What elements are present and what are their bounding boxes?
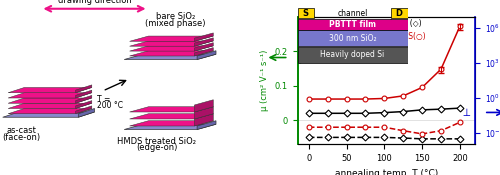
- Y-axis label: μ (cm² V⁻¹ s⁻¹): μ (cm² V⁻¹ s⁻¹): [260, 50, 269, 111]
- Polygon shape: [194, 33, 214, 41]
- Text: as-cast: as-cast: [6, 126, 36, 135]
- Polygon shape: [124, 54, 216, 60]
- Text: HMDS(○): HMDS(○): [390, 32, 426, 41]
- Polygon shape: [130, 51, 214, 56]
- Polygon shape: [124, 124, 216, 130]
- Polygon shape: [194, 107, 214, 119]
- Polygon shape: [76, 90, 92, 98]
- Text: 200 °C: 200 °C: [97, 102, 123, 110]
- Bar: [298, 19, 408, 30]
- Text: HMDS treated SiO₂: HMDS treated SiO₂: [117, 136, 196, 145]
- Text: T =: T =: [97, 94, 110, 103]
- Bar: [391, 8, 407, 18]
- Text: $\Vert$: $\Vert$: [296, 51, 302, 65]
- Polygon shape: [78, 108, 94, 117]
- Text: $\perp$: $\perp$: [460, 106, 471, 118]
- Polygon shape: [8, 103, 92, 108]
- Polygon shape: [130, 107, 214, 112]
- X-axis label: annealing temp. T (°C): annealing temp. T (°C): [334, 169, 438, 175]
- Polygon shape: [2, 112, 94, 117]
- Polygon shape: [194, 100, 214, 112]
- Text: bare SiO₂: bare SiO₂: [156, 12, 195, 21]
- Polygon shape: [76, 95, 92, 103]
- Polygon shape: [76, 106, 92, 114]
- Text: 300 nm SiO₂: 300 nm SiO₂: [328, 34, 376, 43]
- Polygon shape: [76, 85, 92, 93]
- Polygon shape: [8, 93, 92, 98]
- Text: (face-on): (face-on): [2, 133, 40, 142]
- Bar: [298, 30, 408, 46]
- Polygon shape: [130, 36, 214, 41]
- Polygon shape: [194, 114, 214, 126]
- Polygon shape: [76, 101, 92, 108]
- Text: D: D: [396, 9, 403, 18]
- Polygon shape: [130, 114, 214, 119]
- Polygon shape: [8, 98, 92, 103]
- Polygon shape: [194, 48, 214, 56]
- Polygon shape: [8, 108, 92, 114]
- Text: (mixed phase): (mixed phase): [145, 19, 206, 28]
- Polygon shape: [197, 51, 216, 60]
- Polygon shape: [130, 121, 214, 126]
- Text: channel: channel: [338, 9, 368, 18]
- Text: drawing direction: drawing direction: [58, 0, 132, 5]
- Bar: [298, 8, 314, 18]
- Text: Heavily doped Si: Heavily doped Si: [320, 50, 384, 59]
- Polygon shape: [130, 41, 214, 46]
- Text: (edge-on): (edge-on): [136, 144, 177, 152]
- Polygon shape: [194, 43, 214, 51]
- Bar: [298, 47, 408, 63]
- Text: PBTTT film: PBTTT film: [329, 20, 376, 29]
- Polygon shape: [197, 121, 216, 130]
- Polygon shape: [130, 46, 214, 51]
- Text: bare (◇): bare (◇): [390, 19, 422, 28]
- Polygon shape: [194, 38, 214, 46]
- Text: S: S: [303, 9, 309, 18]
- Polygon shape: [8, 88, 92, 93]
